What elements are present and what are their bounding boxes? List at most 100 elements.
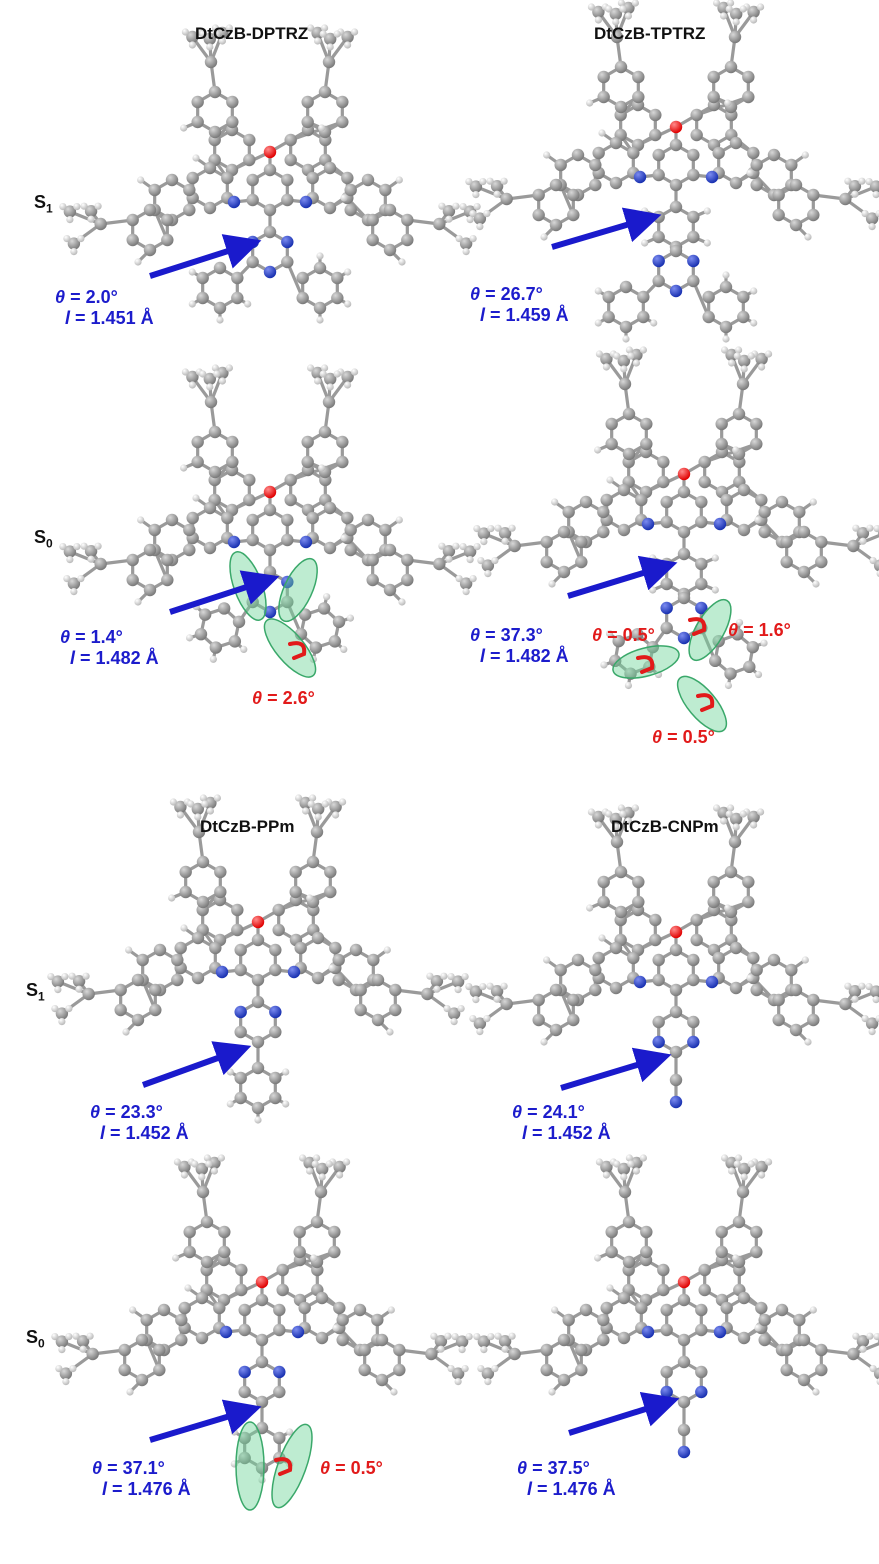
carbon-atom xyxy=(660,621,673,635)
hydrogen-atom xyxy=(59,543,67,551)
hydrogen-atom xyxy=(613,352,621,360)
hydrogen-atom xyxy=(625,1154,634,1162)
carbon-atom xyxy=(157,1303,171,1317)
hydrogen-atom xyxy=(809,498,817,506)
highlight-ellipse xyxy=(688,598,732,662)
carbon-atom xyxy=(55,1007,69,1020)
hydrogen-atom xyxy=(872,996,879,1004)
nitrogen-atom xyxy=(263,265,277,279)
hydrogen-atom xyxy=(868,223,876,231)
carbon-atom xyxy=(589,963,602,977)
hydrogen-atom xyxy=(351,368,359,376)
carbon-atom xyxy=(332,973,345,987)
carbon-atom xyxy=(442,205,456,218)
carbon-atom xyxy=(660,515,673,529)
hydrogen-atom xyxy=(346,614,355,622)
carbon-atom xyxy=(255,1333,269,1347)
carbon-atom xyxy=(354,1003,367,1017)
carbon-atom xyxy=(652,168,665,182)
hydrogen-atom xyxy=(443,1005,451,1013)
hydrogen-atom xyxy=(63,235,71,243)
carbon-atom xyxy=(310,1215,324,1229)
hydrogen-atom xyxy=(758,1171,766,1179)
carbon-atom xyxy=(750,983,763,997)
carbon-atom xyxy=(669,178,683,192)
nitrogen-atom xyxy=(652,1035,665,1049)
carbon-atom xyxy=(246,533,259,547)
carbon-atom xyxy=(289,885,302,899)
hydrogen-atom xyxy=(501,537,509,545)
carbon-atom xyxy=(540,1363,553,1377)
molecule-tptrz-s0 xyxy=(473,346,879,733)
carbon-atom xyxy=(597,70,610,84)
nitrogen-atom xyxy=(695,601,708,615)
carbon-atom xyxy=(371,973,385,987)
carbon-atom xyxy=(724,667,737,680)
carbon-atom xyxy=(344,183,357,197)
carbon-atom xyxy=(315,1291,329,1305)
hydrogen-atom xyxy=(176,811,184,819)
carbon-atom xyxy=(737,1291,751,1305)
nitrogen-atom xyxy=(660,1385,673,1399)
carbon-atom xyxy=(231,271,244,285)
carbon-atom xyxy=(114,1003,127,1017)
nitrogen-atom xyxy=(291,1325,305,1339)
hydrogen-atom xyxy=(323,593,331,601)
carbon-atom xyxy=(323,201,337,215)
hydrogen-atom xyxy=(72,1332,80,1340)
carbon-atom xyxy=(179,865,192,879)
hydrogen-atom xyxy=(757,3,765,11)
hydrogen-atom xyxy=(733,352,741,360)
carbon-atom xyxy=(597,525,610,539)
carbon-atom xyxy=(296,291,309,305)
carbon-atom xyxy=(767,953,781,967)
hydrogen-atom xyxy=(632,359,641,367)
pointer-arrow xyxy=(169,570,280,615)
carbon-atom xyxy=(301,435,314,449)
carbon-atom xyxy=(281,595,294,609)
carbon-atom xyxy=(333,1160,346,1174)
carbon-atom xyxy=(755,352,768,366)
carbon-atom xyxy=(272,903,285,917)
molecule-cnpm-s0 xyxy=(473,1154,879,1459)
carbon-atom xyxy=(114,983,127,997)
carbon-atom xyxy=(175,1333,188,1347)
carbon-atom xyxy=(306,511,319,525)
hydrogen-atom xyxy=(332,811,340,819)
hydrogen-atom xyxy=(180,464,188,472)
carbon-atom xyxy=(687,953,700,967)
carbon-atom xyxy=(289,865,302,879)
nitrogen-atom xyxy=(713,517,727,531)
hydrogen-atom xyxy=(122,1028,130,1036)
carbon-atom xyxy=(605,417,618,431)
carbon-atom xyxy=(575,1343,588,1357)
carbon-atom xyxy=(234,1091,247,1105)
hydrogen-atom xyxy=(624,681,633,690)
oxygen-atom xyxy=(263,485,277,499)
carbon-atom xyxy=(767,148,781,162)
carbon-atom xyxy=(597,1313,610,1327)
carbon-atom xyxy=(690,108,703,122)
carbon-atom xyxy=(562,1313,575,1327)
nitrogen-atom xyxy=(299,535,313,549)
carbon-atom xyxy=(59,1367,73,1380)
carbon-atom xyxy=(314,1185,328,1199)
carbon-atom xyxy=(118,1363,131,1377)
carbon-atom xyxy=(131,973,145,987)
carbon-atom xyxy=(737,523,751,537)
carbon-atom xyxy=(183,543,196,557)
carbon-atom xyxy=(731,628,744,641)
hydrogen-atom xyxy=(180,124,188,132)
hydrogen-atom xyxy=(765,350,773,358)
hydrogen-atom xyxy=(199,794,207,802)
hydrogen-atom xyxy=(720,12,728,20)
carbon-atom xyxy=(690,128,703,142)
carbon-atom xyxy=(226,435,239,449)
hydrogen-atom xyxy=(319,370,327,378)
carbon-atom xyxy=(649,913,662,927)
carbon-atom xyxy=(143,243,157,257)
carbon-atom xyxy=(143,543,157,557)
hydrogen-atom xyxy=(594,287,602,295)
state-label-s1-bottom: S1 xyxy=(26,980,45,1004)
